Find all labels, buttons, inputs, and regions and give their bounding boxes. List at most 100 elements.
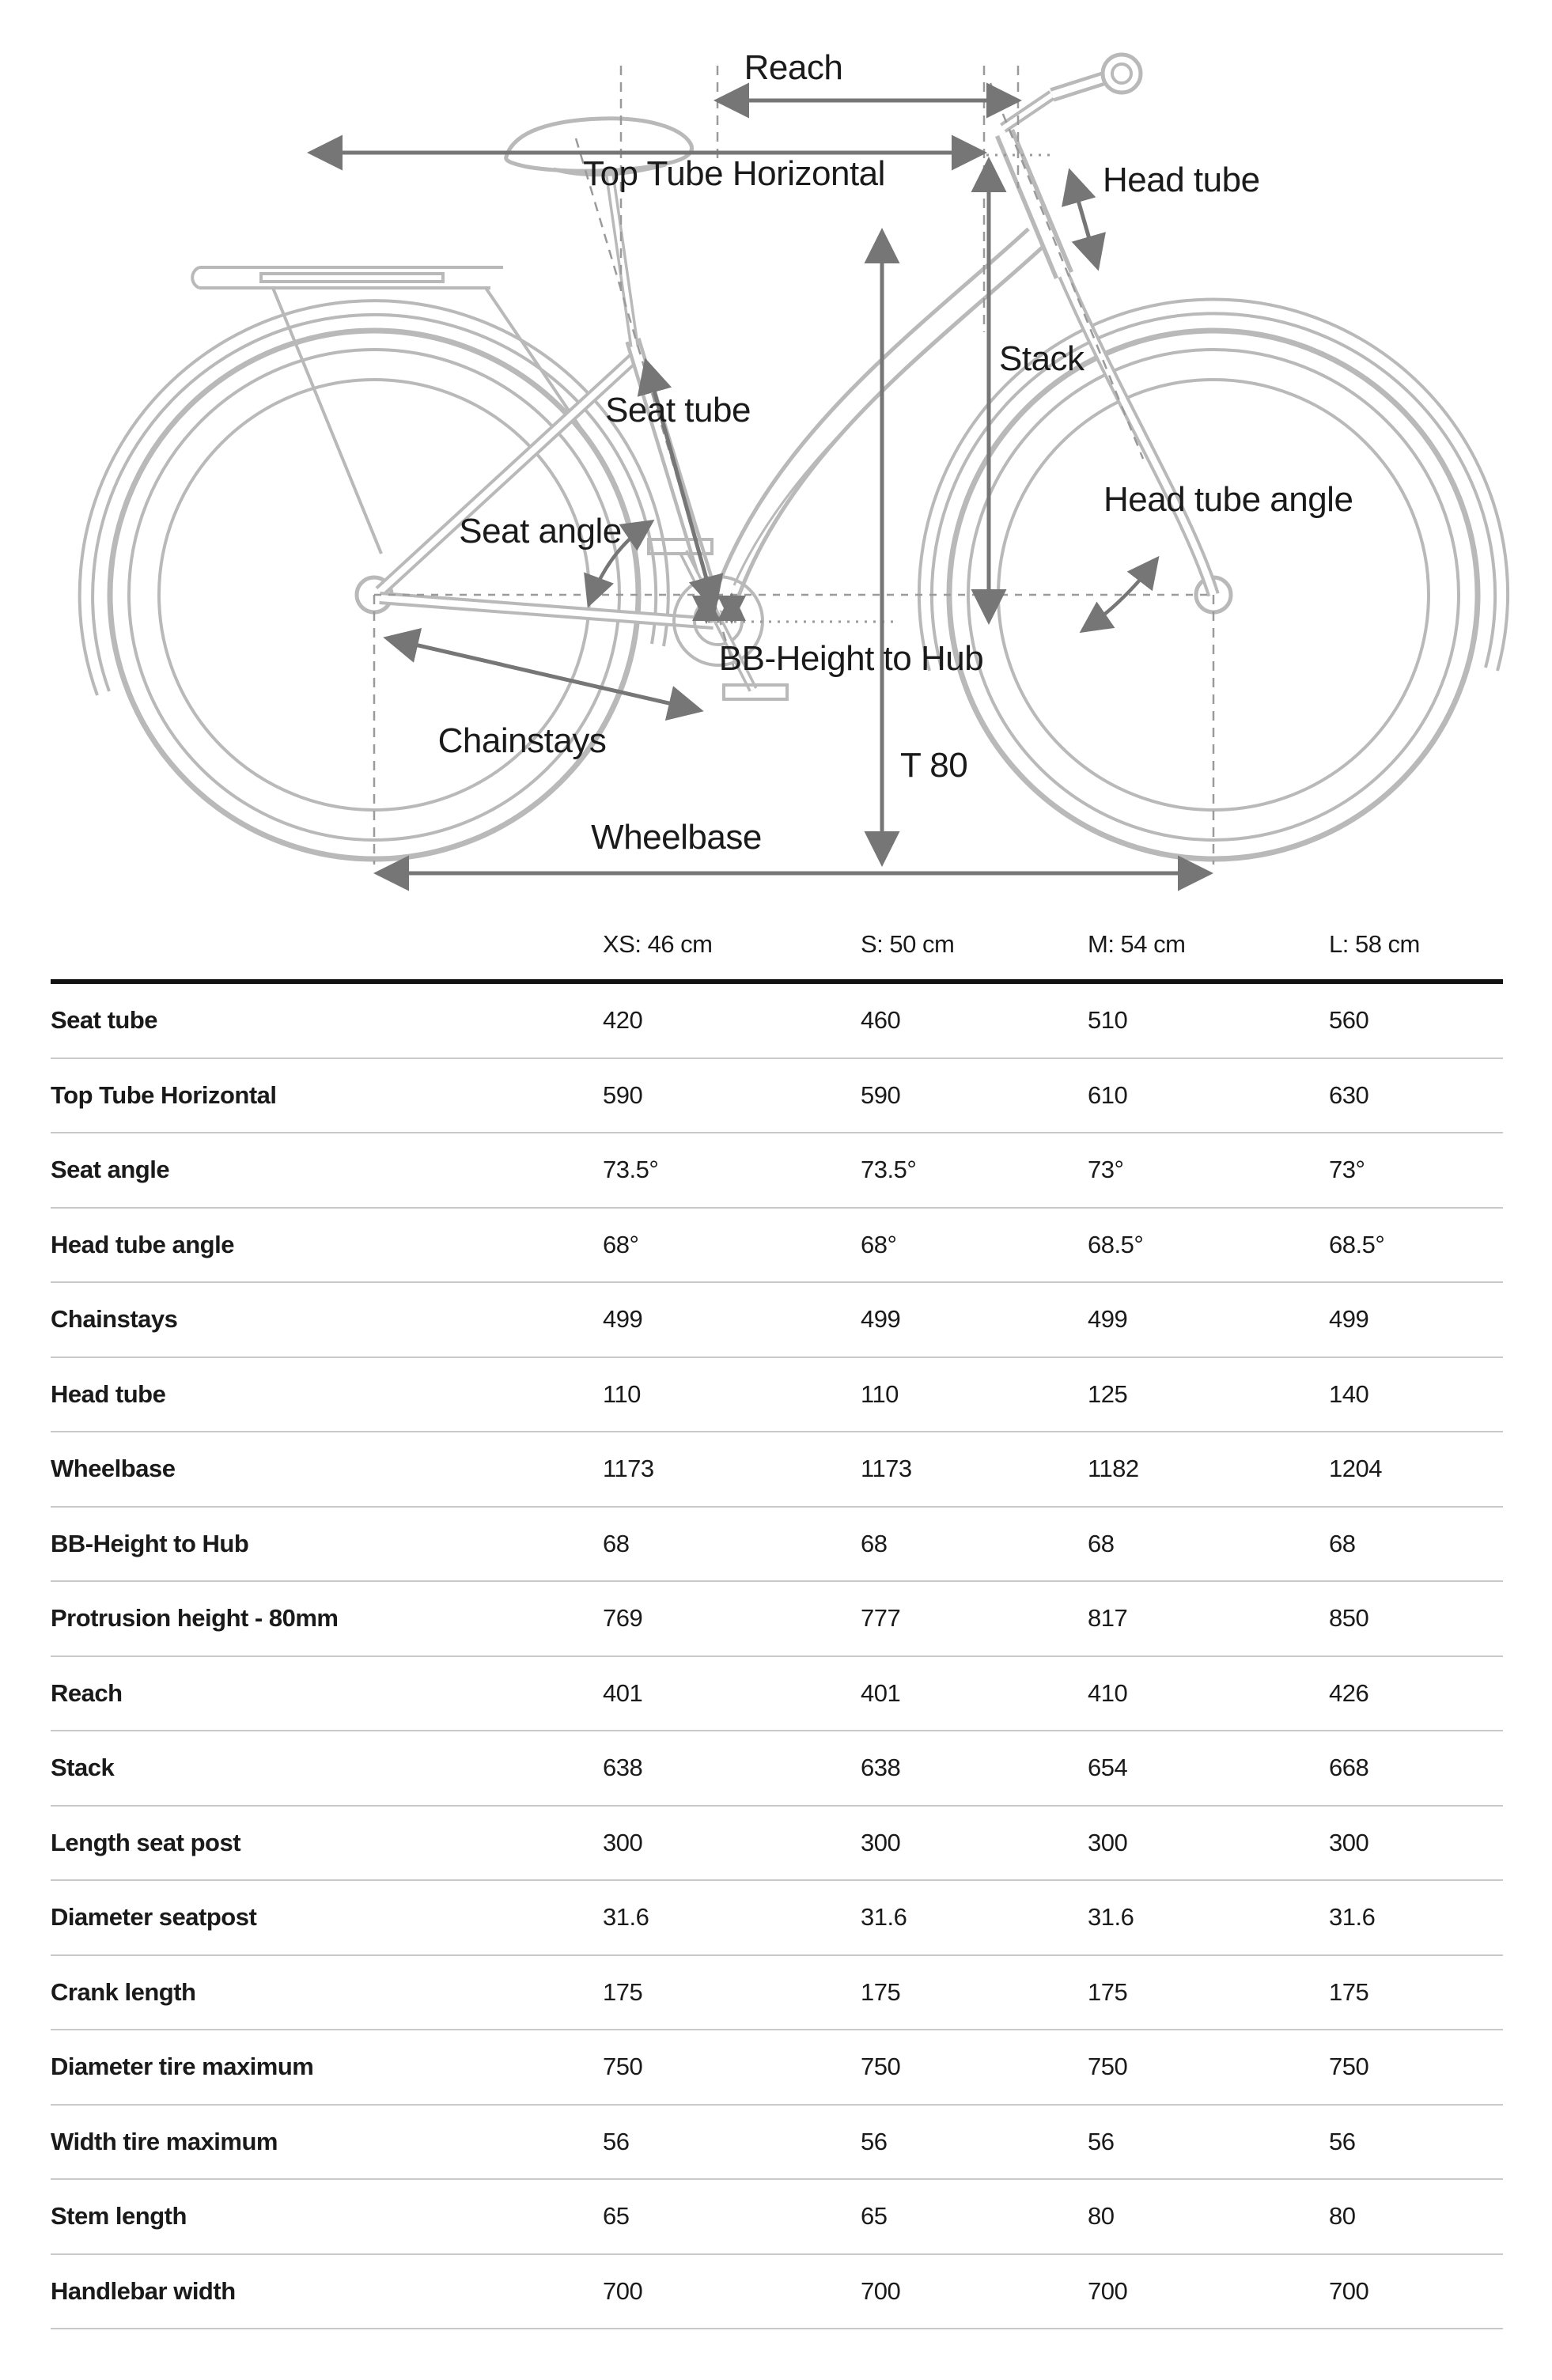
header-size-s: S: 50 cm: [861, 910, 1088, 984]
value-s: 31.6: [861, 1880, 1088, 1956]
table-row: Crank length 175 175 175 175: [51, 1954, 1503, 2030]
value-m: 73°: [1088, 1133, 1329, 1209]
value-s: 499: [861, 1282, 1088, 1358]
value-m: 80: [1088, 2179, 1329, 2255]
bb-height-to-hub-label: BB-Height to Hub: [719, 639, 983, 678]
row-label: Protrusion height - 80mm: [51, 1581, 603, 1657]
table-row: Seat tube 420 460 510 560: [51, 982, 1503, 1059]
row-label: Top Tube Horizontal: [51, 1058, 603, 1133]
value-xs: 56: [603, 2104, 861, 2180]
value-l: 426: [1329, 1655, 1503, 1731]
header-size-m: M: 54 cm: [1088, 910, 1329, 984]
head-tube-angle-arc-arrow: [1079, 555, 1160, 634]
bike-geometry-svg: Reach Top Tube Horizontal Head tube Seat…: [78, 48, 1509, 891]
value-s: 68: [861, 1506, 1088, 1582]
row-label: Head tube angle: [51, 1207, 603, 1283]
value-l: 31.6: [1329, 1880, 1503, 1956]
value-xs: 420: [603, 982, 861, 1059]
value-m: 31.6: [1088, 1880, 1329, 1956]
row-label: Handlebar width: [51, 2253, 603, 2329]
value-m: 300: [1088, 1805, 1329, 1881]
value-xs: 31.6: [603, 1880, 861, 1956]
value-m: 68: [1088, 1506, 1329, 1582]
table-row: Length seat post 300 300 300 300: [51, 1805, 1503, 1881]
t80-label: T 80: [900, 746, 967, 785]
table-row: Stack 638 638 654 668: [51, 1731, 1503, 1807]
head-tube-arrow: [1062, 168, 1106, 271]
geometry-table-section: XS: 46 cm S: 50 cm M: 54 cm L: 58 cm Sea…: [51, 910, 1503, 2329]
value-l: 68.5°: [1329, 1207, 1503, 1283]
chainstays-arrow: [383, 627, 704, 721]
row-label: Width tire maximum: [51, 2104, 603, 2180]
chainstays-label: Chainstays: [438, 721, 607, 760]
fork: [1058, 272, 1220, 597]
value-m: 68.5°: [1088, 1207, 1329, 1283]
value-l: 140: [1329, 1356, 1503, 1432]
row-label: Length seat post: [51, 1805, 603, 1881]
stem-handlebar: [1000, 52, 1143, 133]
value-s: 401: [861, 1655, 1088, 1731]
value-xs: 73.5°: [603, 1133, 861, 1209]
value-xs: 1173: [603, 1432, 861, 1508]
value-l: 175: [1329, 1954, 1503, 2030]
row-label: Seat angle: [51, 1133, 603, 1209]
geometry-table-body: Seat tube 420 460 510 560 Top Tube Horiz…: [51, 982, 1503, 2329]
header-empty-cell: [51, 910, 603, 984]
value-m: 499: [1088, 1282, 1329, 1358]
row-label: Stack: [51, 1731, 603, 1807]
head-tube-label: Head tube: [1103, 161, 1260, 199]
diagram-labels: Reach Top Tube Horizontal Head tube Seat…: [438, 48, 1353, 857]
head-tube-art: [995, 129, 1073, 279]
table-row: Protrusion height - 80mm 769 777 817 850: [51, 1581, 1503, 1657]
seat-angle-label: Seat angle: [459, 512, 621, 551]
value-l: 56: [1329, 2104, 1503, 2180]
table-row: Diameter seatpost 31.6 31.6 31.6 31.6: [51, 1880, 1503, 1956]
seat-tube-label: Seat tube: [605, 391, 751, 429]
table-row: Top Tube Horizontal 590 590 610 630: [51, 1058, 1503, 1133]
table-row: Seat angle 73.5° 73.5° 73° 73°: [51, 1133, 1503, 1209]
wheelbase-label: Wheelbase: [591, 818, 762, 857]
row-label: Diameter seatpost: [51, 1880, 603, 1956]
value-m: 654: [1088, 1731, 1329, 1807]
table-row: BB-Height to Hub 68 68 68 68: [51, 1506, 1503, 1582]
header-size-l: L: 58 cm: [1329, 910, 1503, 984]
row-label: Seat tube: [51, 982, 603, 1059]
value-s: 638: [861, 1731, 1088, 1807]
table-row: Handlebar width 700 700 700 700: [51, 2253, 1503, 2329]
row-label: Head tube: [51, 1356, 603, 1432]
value-xs: 401: [603, 1655, 861, 1731]
row-label: BB-Height to Hub: [51, 1506, 603, 1582]
header-size-xs: XS: 46 cm: [603, 910, 861, 984]
value-s: 700: [861, 2253, 1088, 2329]
value-s: 777: [861, 1581, 1088, 1657]
geometry-table-header: XS: 46 cm S: 50 cm M: 54 cm L: 58 cm: [51, 910, 1503, 984]
value-l: 560: [1329, 982, 1503, 1059]
value-m: 817: [1088, 1581, 1329, 1657]
row-label: Chainstays: [51, 1282, 603, 1358]
value-l: 630: [1329, 1058, 1503, 1133]
value-xs: 700: [603, 2253, 861, 2329]
value-l: 68: [1329, 1506, 1503, 1582]
guide-seat-axis: [574, 138, 736, 669]
dimension-arrows: [307, 82, 1213, 891]
value-s: 300: [861, 1805, 1088, 1881]
table-row: Diameter tire maximum 750 750 750 750: [51, 2030, 1503, 2106]
value-m: 510: [1088, 982, 1329, 1059]
value-s: 73.5°: [861, 1133, 1088, 1209]
value-l: 750: [1329, 2030, 1503, 2106]
value-l: 499: [1329, 1282, 1503, 1358]
row-label: Stem length: [51, 2179, 603, 2255]
value-s: 590: [861, 1058, 1088, 1133]
value-m: 56: [1088, 2104, 1329, 2180]
value-l: 73°: [1329, 1133, 1503, 1209]
table-row: Head tube angle 68° 68° 68.5° 68.5°: [51, 1207, 1503, 1283]
value-xs: 68°: [603, 1207, 861, 1283]
value-m: 125: [1088, 1356, 1329, 1432]
value-s: 1173: [861, 1432, 1088, 1508]
value-s: 110: [861, 1356, 1088, 1432]
table-row: Wheelbase 1173 1173 1182 1204: [51, 1432, 1503, 1508]
value-xs: 65: [603, 2179, 861, 2255]
value-xs: 750: [603, 2030, 861, 2106]
value-m: 610: [1088, 1058, 1329, 1133]
value-xs: 499: [603, 1282, 861, 1358]
